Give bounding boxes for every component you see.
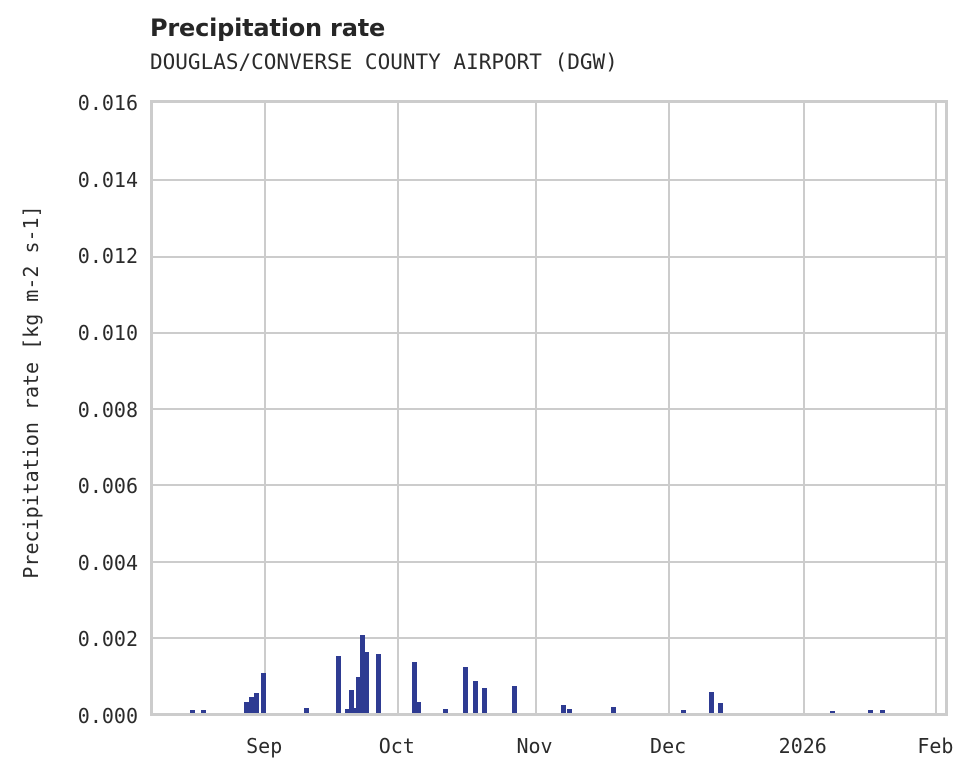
x-tick-label: Oct (378, 734, 415, 758)
x-tick-label: Sep (246, 734, 283, 758)
gridline-vertical (396, 103, 399, 713)
gridline-horizontal (153, 331, 945, 334)
data-bar (442, 708, 448, 713)
data-bar (879, 709, 885, 713)
gridline-vertical (534, 103, 537, 713)
gridline-horizontal (153, 560, 945, 563)
data-bar (254, 693, 260, 713)
chart-title: Precipitation rate (150, 14, 386, 42)
y-tick-label: 0.014 (77, 167, 138, 192)
data-bar (482, 688, 488, 713)
data-bar (708, 692, 714, 713)
data-bar (244, 701, 250, 713)
y-tick-label: 0.000 (77, 704, 138, 728)
data-bar (200, 709, 206, 713)
plot-canvas (153, 103, 945, 713)
data-bar (303, 708, 309, 713)
x-tick-label: 2026 (778, 734, 827, 758)
y-tick-label: 0.012 (77, 244, 138, 269)
data-bar (560, 705, 566, 713)
data-bar (611, 706, 617, 713)
x-tick-label: Nov (516, 734, 553, 758)
gridline-horizontal (153, 255, 945, 258)
data-bar (189, 709, 195, 713)
x-tick-label: Dec (650, 734, 687, 758)
chart-subtitle: DOUGLAS/CONVERSE COUNTY AIRPORT (DGW) (150, 50, 618, 74)
data-bar (681, 709, 687, 713)
data-bar (249, 697, 255, 713)
y-tick-label: 0.004 (77, 550, 138, 575)
data-bar (261, 672, 267, 713)
data-bar (829, 710, 835, 713)
gridline-vertical (935, 103, 938, 713)
data-bar (462, 667, 468, 713)
y-axis-ticks: 0.000 0.002 0.004 0.006 0.008 0.010 0.012 0.014… (0, 0, 138, 780)
data-bar (344, 709, 350, 713)
y-tick-label: 0.002 (77, 627, 138, 652)
gridline-vertical (668, 103, 671, 713)
data-bar (355, 676, 361, 713)
data-bar (472, 680, 478, 713)
gridline-vertical (802, 103, 805, 713)
data-bar (352, 708, 358, 713)
y-tick-label: 0.010 (77, 320, 138, 345)
data-bar (566, 709, 572, 713)
y-tick-label: 0.016 (77, 91, 138, 115)
gridline-horizontal (153, 484, 945, 487)
data-bar (360, 634, 366, 713)
y-tick-label: 0.006 (77, 474, 138, 499)
gridline-vertical (264, 103, 267, 713)
data-bar (512, 686, 518, 713)
gridline-horizontal (153, 408, 945, 410)
plot-area (150, 100, 948, 716)
gridline-horizontal (153, 636, 945, 639)
data-bar (364, 652, 370, 713)
gridline-horizontal (153, 179, 945, 182)
data-bar (416, 701, 422, 713)
data-bar (335, 655, 341, 713)
x-tick-label: Feb (917, 734, 954, 758)
y-tick-label: 0.008 (77, 397, 138, 422)
data-bar (412, 661, 418, 713)
data-bar (376, 653, 382, 713)
data-bar (867, 709, 873, 713)
data-bar (348, 690, 354, 713)
data-bar (717, 703, 723, 713)
